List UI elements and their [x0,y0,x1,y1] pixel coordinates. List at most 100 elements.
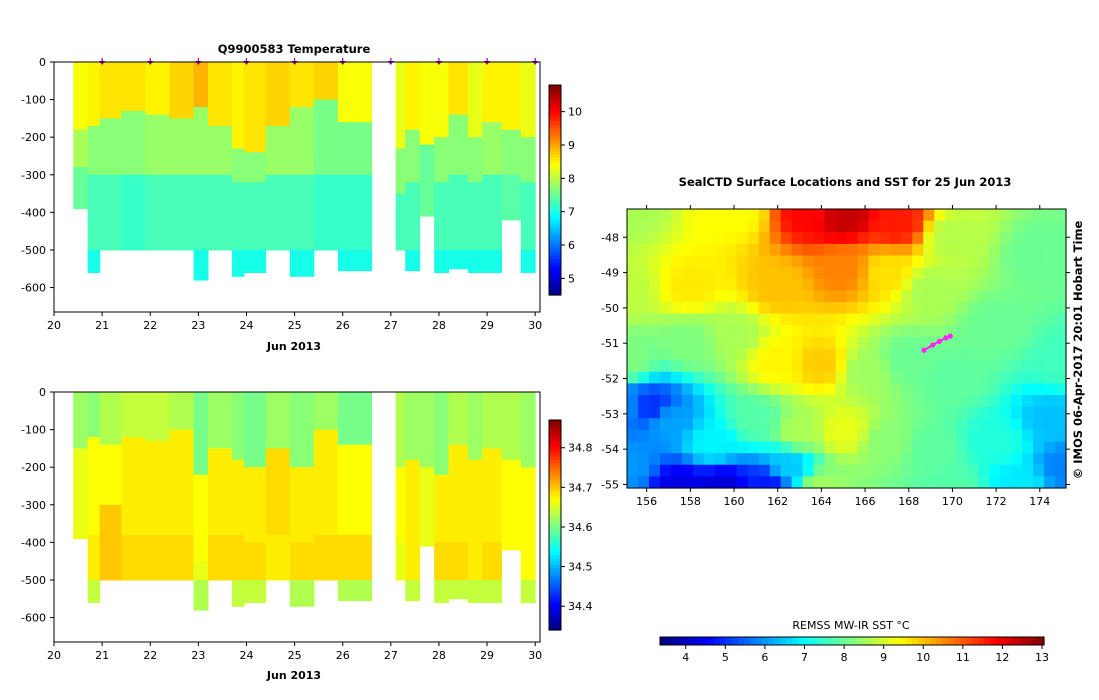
lat-tick-label: -49 [601,267,619,280]
sst-cell [868,406,881,419]
sst-cell [670,371,683,384]
sst-cell [670,302,683,315]
sst-cell [857,429,870,443]
sst-cell [1033,371,1045,384]
sst-cell [901,325,913,338]
sst-cell [857,220,870,233]
sst-cell [857,360,870,373]
profile-cell [73,448,89,540]
sst-cell [901,383,913,396]
temperature-colorbar-swatch [549,262,561,267]
sst-cell [879,290,891,303]
sst-cell [934,232,946,245]
sst-cell [945,406,957,419]
sst-cell [780,232,793,245]
sst-cell [879,209,891,222]
sst-cell [989,220,1001,233]
sst-cell [637,209,650,222]
profile-cell [207,62,233,127]
sst-cell [912,348,924,361]
sst-cell [956,429,968,443]
sst-cell [967,243,979,257]
sst-colorbar-swatch [1038,637,1045,645]
sst-cell [956,371,968,384]
sst-cell [1022,267,1034,280]
temperature-colorbar-tick-label: 10 [568,106,582,119]
sst-cell [648,441,661,454]
x-tick-label: 24 [239,649,253,662]
salinity-colorbar-swatch [549,475,561,480]
sst-colorbar-swatch [780,637,787,645]
sst-cell [923,267,935,280]
sst-cell [1000,360,1012,373]
profile-cell [169,534,195,581]
sst-cell [945,255,957,268]
lat-tick-label: -51 [601,337,619,350]
sst-cell [989,267,1001,280]
temperature-title: Q9900583 Temperature [218,42,371,56]
sst-cell [758,290,771,303]
sst-cell [670,464,683,477]
sst-cell [813,232,826,245]
sst-cell [659,395,672,408]
sst-cell [912,290,924,303]
sst-cell [791,418,804,431]
sst-cell [703,476,716,489]
sst-cell [736,418,749,431]
sst-cell [1022,464,1034,477]
sst-cell [868,313,881,326]
sst-cell [901,476,913,489]
salinity-colorbar-swatch [549,521,561,526]
sst-cell [670,406,683,419]
float-location [947,333,953,339]
sst-cell [934,255,946,268]
sst-cell [868,360,881,373]
sst-cell [824,429,837,443]
sst-cell [670,255,683,268]
sst-cell [714,395,727,408]
profile-cell [313,99,339,176]
x-tick-label: 22 [143,649,157,662]
sst-cell [857,325,870,338]
sst-cell [736,209,749,222]
sst-cell [945,476,957,489]
lon-tick-label: 166 [855,495,876,508]
sst-cell [791,406,804,419]
profile-cell [145,114,170,176]
sst-cell [780,336,793,350]
sst-cell [989,371,1001,384]
sst-cell [956,453,968,466]
x-tick-label: 30 [528,319,542,332]
temperature-colorbar-swatch [549,232,561,237]
sst-cell [802,406,815,419]
sst-cell [945,348,957,361]
sst-cell [736,476,749,489]
sst-cell [857,406,870,419]
sst-cell [791,348,804,361]
sst-cell [1033,209,1045,222]
sst-cell [989,313,1001,326]
sst-cell [791,278,804,291]
sst-cell [857,371,870,384]
lon-tick-label: 156 [636,495,657,508]
sst-cell [747,267,760,280]
salinity-colorbar-swatch [549,623,561,628]
sst-cell [659,453,672,466]
sst-cell [714,383,727,396]
sst-cell [857,383,870,396]
sst-colorbar-swatch [726,637,733,645]
profile-cell [73,129,89,168]
sst-cell [857,418,870,431]
salinity-colorbar-swatch [549,429,561,434]
sst-colorbar-swatch [852,637,859,645]
sst-cell [670,267,683,280]
sst-cell [681,325,694,338]
sst-cell [879,383,891,396]
sst-cell [835,383,848,396]
sst-cell [813,243,826,257]
sst-cell [967,302,979,315]
sst-cell [879,429,891,443]
sst-cell [648,429,661,443]
sst-cell [692,453,705,466]
sst-cell [703,429,716,443]
